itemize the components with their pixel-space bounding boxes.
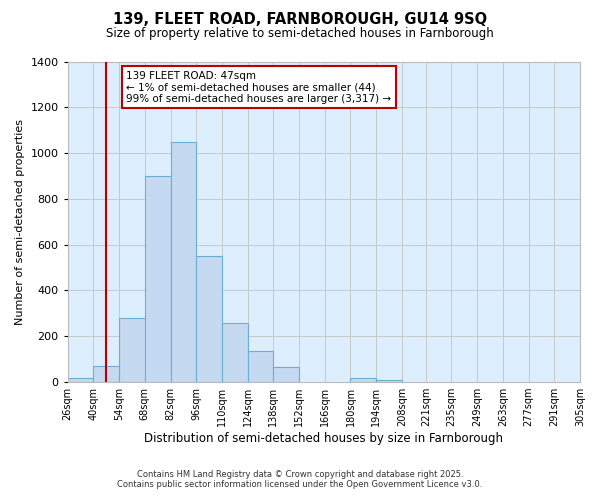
Text: Contains HM Land Registry data © Crown copyright and database right 2025.
Contai: Contains HM Land Registry data © Crown c… [118, 470, 482, 489]
Bar [222, 322, 248, 382]
Bar [350, 378, 376, 382]
Text: 139, FLEET ROAD, FARNBOROUGH, GU14 9SQ: 139, FLEET ROAD, FARNBOROUGH, GU14 9SQ [113, 12, 487, 28]
Bar [196, 256, 222, 382]
Bar [248, 351, 274, 382]
Text: 139 FLEET ROAD: 47sqm
← 1% of semi-detached houses are smaller (44)
99% of semi-: 139 FLEET ROAD: 47sqm ← 1% of semi-detac… [127, 70, 392, 104]
Bar [68, 378, 94, 382]
Bar [145, 176, 170, 382]
Bar [119, 318, 145, 382]
X-axis label: Distribution of semi-detached houses by size in Farnborough: Distribution of semi-detached houses by … [145, 432, 503, 445]
Bar [94, 366, 119, 382]
Bar [170, 142, 196, 382]
Bar [376, 380, 402, 382]
Bar [274, 367, 299, 382]
Text: Size of property relative to semi-detached houses in Farnborough: Size of property relative to semi-detach… [106, 28, 494, 40]
Y-axis label: Number of semi-detached properties: Number of semi-detached properties [15, 119, 25, 325]
